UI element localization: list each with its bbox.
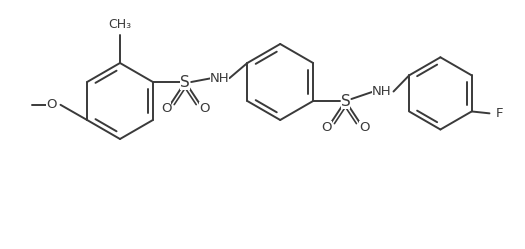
- Text: NH: NH: [372, 85, 391, 98]
- Text: S: S: [180, 74, 190, 89]
- Text: O: O: [199, 102, 209, 115]
- Text: O: O: [321, 121, 332, 134]
- Text: CH₃: CH₃: [109, 17, 132, 30]
- Text: S: S: [341, 94, 350, 109]
- Text: F: F: [496, 107, 503, 120]
- Text: O: O: [161, 102, 172, 115]
- Text: O: O: [46, 98, 57, 111]
- Text: NH: NH: [209, 72, 229, 85]
- Text: O: O: [359, 121, 370, 134]
